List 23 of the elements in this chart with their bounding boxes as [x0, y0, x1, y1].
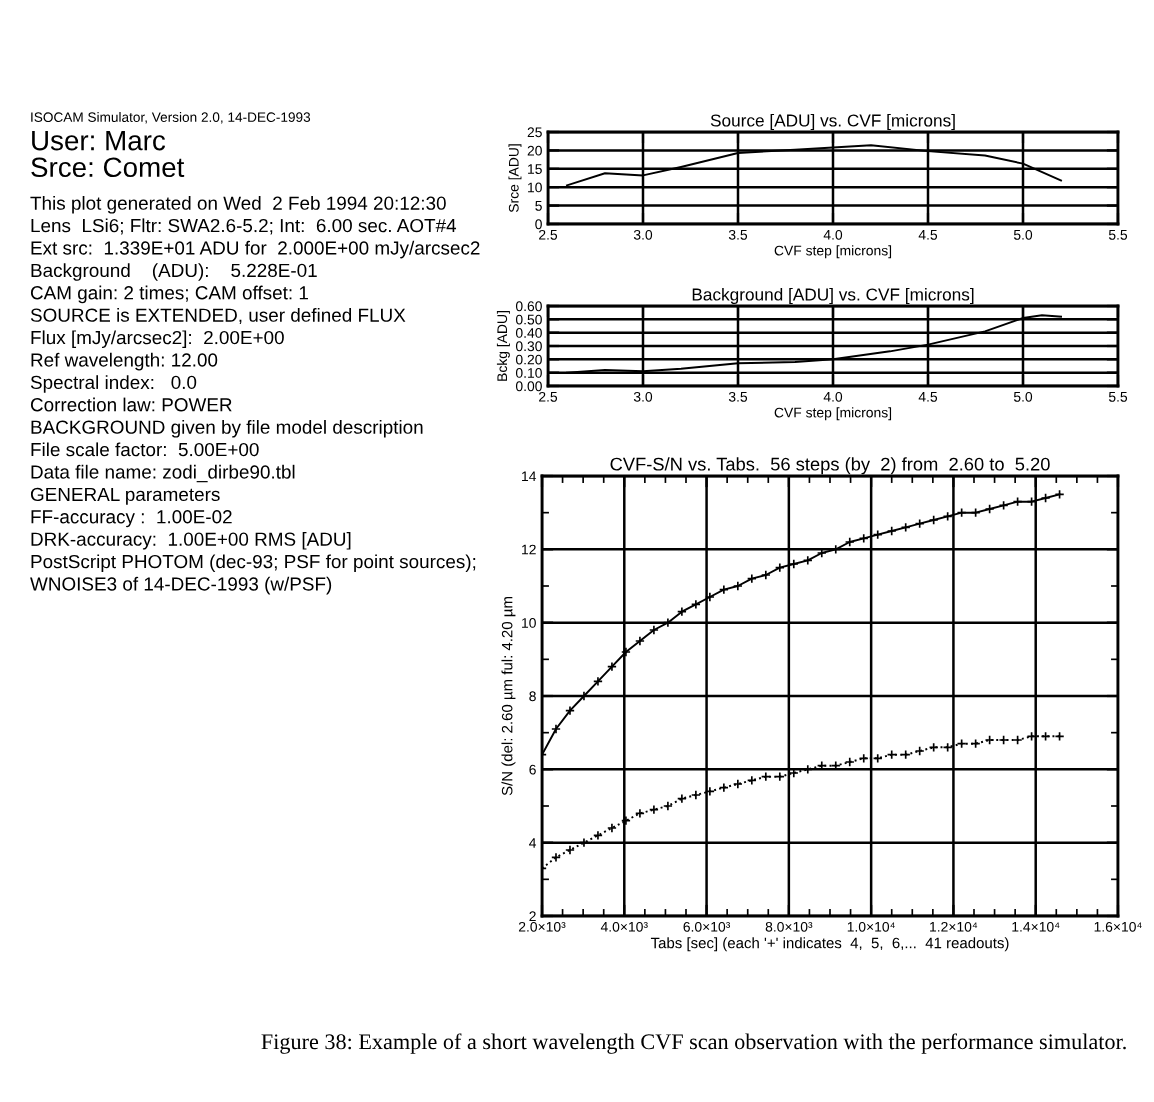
- text: PostScript PHOTOM (dec-93; PSF for point sources);: [31, 554, 476, 573]
- text: FF-accuracy : 1.00E-02: [31, 510, 232, 528]
- chart-title: Source [ADU] vs. CVF [microns]: [710, 113, 955, 131]
- text: Correction law: POWER: [30, 397, 232, 412]
- text: Ref wavelength: 12.00: [31, 352, 218, 371]
- source-note: SOURCE is EXTENDED, user defined FLUX: [30, 308, 406, 325]
- text: BACKGROUND given by file model description: [31, 420, 423, 438]
- caption: Figure 38: Example of a short wavelength CVF scan observation with the performance simulator.: [261, 1033, 1126, 1054]
- text: Flux [mJy/arcsec2]: 2.00E+00: [31, 330, 284, 349]
- chart-title: Background [ADU] vs. CVF [microns]: [692, 287, 974, 305]
- text: Ext src: 1.339E+01 ADU for 2.000E+00 mJy/arcsec2: [31, 240, 480, 259]
- text: GENERAL parameters: [30, 487, 220, 505]
- text: Lens LSi6; Fltr: SWA2.6-5.2; Int: 6.00 sec. AOT#4: [31, 218, 457, 235]
- text: Data file name: zodi_dirbe90.tbl: [31, 464, 295, 483]
- text: Spectral index: 0.0: [30, 375, 197, 393]
- text: User: Marc Srce: Comet: [31, 131, 185, 178]
- text: DRK-accuracy: 1.00E+00 RMS [ADU]: [31, 532, 351, 550]
- text: Background (ADU): 5.228E-01: [31, 263, 317, 281]
- chart-title: CVF-S/N vs. Tabs. 56 steps (by 2) from 2.60 to 5.20: [610, 457, 1050, 475]
- text: CAM gain: 2 times; CAM offset: 1: [30, 285, 308, 304]
- text: This plot generated on Wed 2 Feb 1994 20:12:30: [30, 196, 446, 214]
- text: WNOISE3 of 14-DEC-1993 (w/PSF): [30, 576, 332, 595]
- text: File scale factor: 5.00E+00: [31, 442, 259, 457]
